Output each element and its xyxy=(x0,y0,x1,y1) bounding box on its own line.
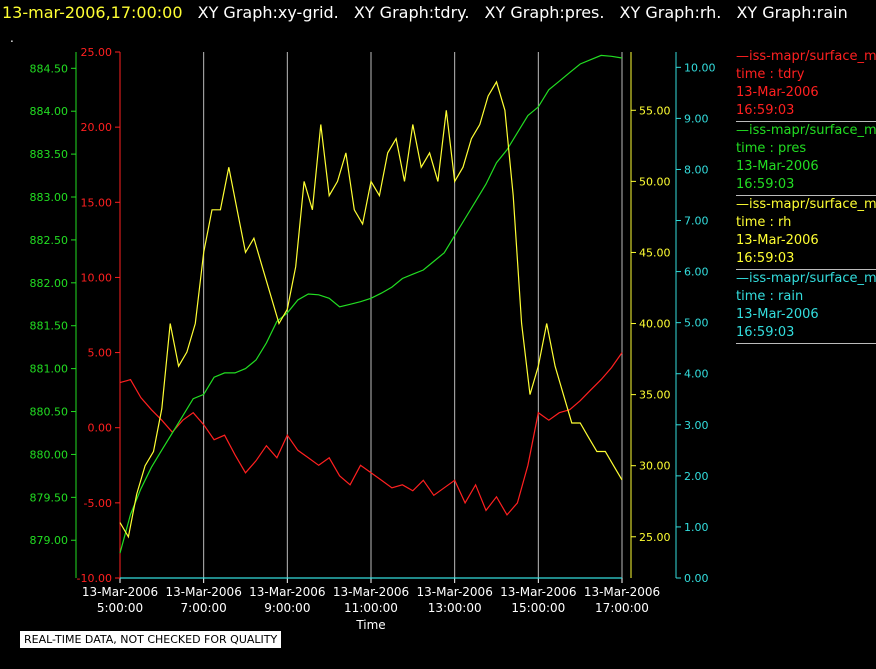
legend-rh-name: —iss-mapr/surface_m xyxy=(736,197,876,212)
quality-notice: REAL-TIME DATA, NOT CHECKED FOR QUALITY xyxy=(20,631,282,648)
tdry-series-line xyxy=(119,352,623,516)
pres-tick-label-9: 883.50 xyxy=(30,148,69,161)
rain-tick-label-8: 8.00 xyxy=(684,163,709,176)
pres-tick-label-7: 882.50 xyxy=(30,234,69,247)
legend-pres-name: —iss-mapr/surface_m xyxy=(736,123,876,138)
x-tick-date-4: 13-Mar-2006 xyxy=(416,585,492,599)
legend-tdry-line3: 16:59:03 xyxy=(736,103,795,118)
legend-tdry-line1: time : tdry xyxy=(736,67,805,82)
x-axis-label: Time xyxy=(355,618,385,632)
pres-tick-label-8: 883.00 xyxy=(30,191,69,204)
rain-tick-label-5: 5.00 xyxy=(684,317,709,330)
x-tick-date-3: 13-Mar-2006 xyxy=(333,585,409,599)
x-tick-date-6: 13-Mar-2006 xyxy=(584,585,660,599)
tdry-tick-label-4: 10.00 xyxy=(81,271,113,284)
pres-tick-label-11: 884.50 xyxy=(30,62,69,75)
x-tick-time-1: 7:00:00 xyxy=(181,601,227,615)
legend-pres-line2: 13-Mar-2006 xyxy=(736,159,819,174)
pres-tick-label-4: 881.00 xyxy=(30,363,69,376)
legend-rain-name: —iss-mapr/surface_m xyxy=(736,271,876,286)
legend-rain-line2: 13-Mar-2006 xyxy=(736,307,819,322)
x-tick-time-4: 13:00:00 xyxy=(428,601,482,615)
rain-tick-label-4: 4.00 xyxy=(684,368,709,381)
rain-tick-label-9: 9.00 xyxy=(684,112,709,125)
tdry-tick-label-5: 15.00 xyxy=(81,196,113,209)
tdry-tick-label-0: -10.00 xyxy=(77,572,112,585)
rain-tick-label-2: 2.00 xyxy=(684,470,709,483)
rh-series-line xyxy=(119,80,623,539)
x-tick-time-2: 9:00:00 xyxy=(264,601,310,615)
legend-rh-line3: 16:59:03 xyxy=(736,251,795,266)
pres-tick-label-0: 879.00 xyxy=(30,534,69,547)
pres-tick-label-10: 884.00 xyxy=(30,105,69,118)
xy-chart: 13-Mar-2006 5:00:00 13-Mar-2006 7:00:00 13-M… xyxy=(30,46,716,632)
pres-tick-label-6: 882.00 xyxy=(30,277,69,290)
x-tick-time-3: 11:00:00 xyxy=(344,601,398,615)
legend-rain-line3: 16:59:03 xyxy=(736,325,795,340)
rain-tick-label-10: 10.00 xyxy=(684,61,716,74)
rh-tick-label-1: 30.00 xyxy=(639,460,671,473)
tdry-tick-label-7: 25.00 xyxy=(81,46,113,59)
pres-series-line xyxy=(119,54,623,554)
rh-tick-label-2: 35.00 xyxy=(639,389,671,402)
rh-tick-label-5: 50.00 xyxy=(639,175,671,188)
pres-tick-label-3: 880.50 xyxy=(30,406,69,419)
timestamp-label: 13-mar-2006,17:00:00 xyxy=(2,3,183,22)
rain-tick-label-6: 6.00 xyxy=(684,266,709,279)
pres-tick-label-5: 881.50 xyxy=(30,320,69,333)
rh-tick-label-0: 25.00 xyxy=(639,531,671,544)
rain-tick-label-0: 0.00 xyxy=(684,572,709,585)
pres-tick-label-1: 879.50 xyxy=(30,491,69,504)
chart-header: 13-mar-2006,17:00:00 XY Graph:xy-grid. X… xyxy=(2,3,848,22)
rh-tick-label-3: 40.00 xyxy=(639,318,671,331)
rain-tick-label-1: 1.00 xyxy=(684,521,709,534)
legend-rh-line1: time : rh xyxy=(736,215,792,230)
graph-title-pres: XY Graph:pres. xyxy=(484,3,605,22)
tdry-tick-label-6: 20.00 xyxy=(81,121,113,134)
graph-title-xy-grid: XY Graph:xy-grid. xyxy=(197,3,339,22)
rh-tick-label-6: 55.00 xyxy=(639,104,671,117)
rain-tick-label-7: 7.00 xyxy=(684,215,709,228)
graph-title-rain: XY Graph:rain xyxy=(736,3,848,22)
tdry-tick-label-3: 5.00 xyxy=(88,347,113,360)
x-tick-date-0: 13-Mar-2006 xyxy=(82,585,158,599)
graph-title-tdry: XY Graph:tdry. xyxy=(353,3,470,22)
legend: —iss-mapr/surface_m time : tdry 13-Mar-200… xyxy=(736,48,876,344)
tdry-tick-label-2: 0.00 xyxy=(88,422,113,435)
legend-pres-line3: 16:59:03 xyxy=(736,177,795,192)
legend-rh-line2: 13-Mar-2006 xyxy=(736,233,819,248)
x-tick-time-0: 5:00:00 xyxy=(97,601,143,615)
legend-tdry-line2: 13-Mar-2006 xyxy=(736,85,819,100)
x-tick-time-5: 15:00:00 xyxy=(511,601,565,615)
graph-title-rh: XY Graph:rh. xyxy=(619,3,722,22)
tdry-tick-label-1: -5.00 xyxy=(84,497,112,510)
x-tick-date-1: 13-Mar-2006 xyxy=(165,585,241,599)
x-tick-time-6: 17:00:00 xyxy=(595,601,649,615)
rh-tick-label-4: 45.00 xyxy=(639,246,671,259)
pres-tick-label-2: 880.00 xyxy=(30,448,69,461)
rain-tick-label-3: 3.00 xyxy=(684,419,709,432)
legend-rain-line1: time : rain xyxy=(736,289,804,304)
x-tick-date-5: 13-Mar-2006 xyxy=(500,585,576,599)
x-tick-date-2: 13-Mar-2006 xyxy=(249,585,325,599)
legend-pres-line1: time : pres xyxy=(736,141,807,156)
status-dot: . xyxy=(10,31,14,45)
legend-tdry-name: —iss-mapr/surface_m xyxy=(736,49,876,64)
